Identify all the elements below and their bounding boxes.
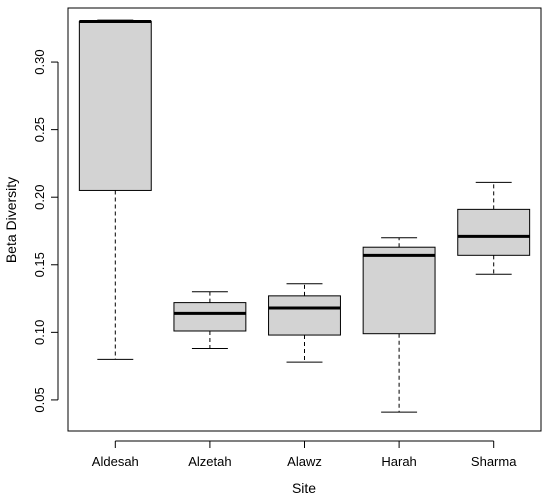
box-sharma bbox=[457, 181, 531, 275]
y-tick-label: 0.30 bbox=[32, 49, 47, 74]
iqr-box bbox=[457, 208, 531, 256]
box-alzetah bbox=[173, 291, 247, 350]
iqr-box bbox=[268, 295, 341, 336]
y-tick-label: 0.10 bbox=[32, 320, 47, 345]
iqr-box bbox=[173, 302, 247, 332]
y-tick-label: 0.20 bbox=[32, 185, 47, 210]
y-tick-label: 0.25 bbox=[32, 117, 47, 142]
iqr-box bbox=[78, 21, 152, 191]
x-tick-label: Harah bbox=[381, 454, 416, 469]
iqr-box bbox=[362, 246, 436, 335]
plot-frame bbox=[67, 7, 542, 432]
y-axis-title: Beta Diversity bbox=[3, 177, 19, 263]
box-harah bbox=[362, 237, 436, 413]
boxes-group bbox=[78, 19, 531, 413]
x-tick-label: Alzetah bbox=[188, 454, 231, 469]
y-tick-label: 0.15 bbox=[32, 252, 47, 277]
y-tick-label: 0.05 bbox=[32, 387, 47, 412]
x-tick-label: Sharma bbox=[471, 454, 517, 469]
x-tick-label: Aldesah bbox=[92, 454, 139, 469]
box-aldesah bbox=[78, 19, 152, 360]
x-tick-label: Alawz bbox=[287, 454, 322, 469]
box-alawz bbox=[268, 283, 341, 363]
x-axis-ticks: Aldesah Alzetah Alawz Harah Sharma bbox=[92, 441, 517, 469]
x-axis-title: Site bbox=[292, 480, 316, 496]
y-axis-ticks: 0.05 0.10 0.15 0.20 0.25 0.30 bbox=[32, 49, 58, 413]
